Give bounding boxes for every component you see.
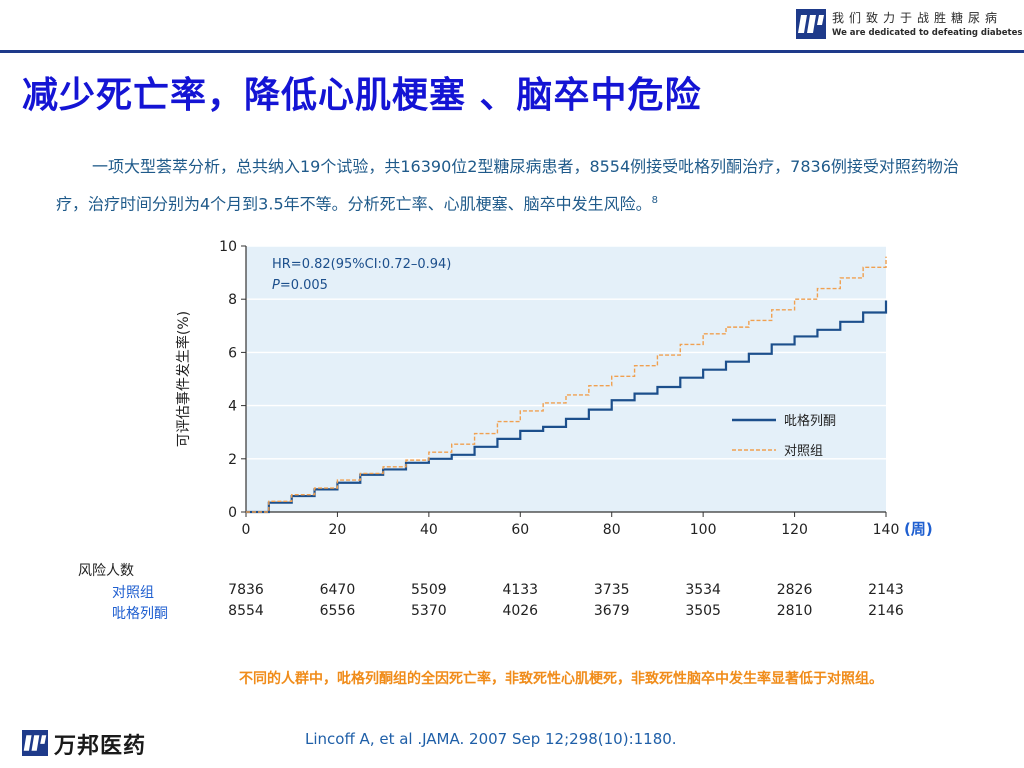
logo-slogan-cn: 我们致力于战胜糖尿病 [832, 11, 1003, 25]
plot-area [246, 246, 886, 512]
risk-cell: 2143 [868, 582, 904, 598]
risk-cell: 3534 [685, 582, 721, 598]
header-rule [0, 50, 1024, 53]
p-value-annotation: P=0.005 [272, 278, 328, 293]
company-logo-icon [22, 730, 48, 756]
legend-label: 吡格列酮 [784, 413, 836, 429]
risk-cell: 3505 [685, 603, 721, 619]
y-tick-label: 6 [228, 345, 237, 361]
x-tick-label: 120 [781, 522, 808, 538]
risk-cell: 5370 [411, 603, 447, 619]
intro-paragraph: 一项大型荟萃分析，总共纳入19个试验，共16390位2型糖尿病患者，8554例接… [56, 150, 986, 221]
x-tick-label: 80 [603, 522, 621, 538]
hr-annotation: HR=0.82(95%CI:0.72–0.94) [272, 257, 451, 272]
risk-cell: 7836 [228, 582, 264, 598]
x-axis-label: (周) [904, 520, 933, 538]
slide-title: 减少死亡率，降低心肌梗塞 、脑卒中危险 [22, 74, 702, 116]
conclusion-note: 不同的人群中，吡格列酮组的全因死亡率，非致死性心肌梗死，非致死性脑卒中发生率显著… [239, 671, 883, 687]
y-axis-label: 可评估事件发生率(%) [175, 311, 192, 447]
risk-row-label: 对照组 [112, 585, 154, 601]
legend-label: 对照组 [784, 444, 823, 459]
x-tick-label: 60 [511, 522, 529, 538]
x-tick-label: 0 [242, 522, 251, 538]
x-tick-label: 140 [873, 522, 900, 538]
risk-cell: 6470 [319, 582, 356, 598]
y-tick-label: 10 [219, 239, 237, 255]
risk-cell: 4133 [502, 582, 539, 598]
risk-cell: 3735 [593, 582, 630, 598]
footer-company-name: 万邦医药 [54, 734, 147, 759]
y-tick-label: 0 [228, 505, 237, 521]
risk-cell: 4026 [502, 603, 539, 619]
intro-reference: 8 [651, 195, 659, 206]
y-tick-label: 2 [228, 452, 237, 468]
risk-cell: 2146 [868, 603, 904, 619]
risk-row-label: 吡格列酮 [112, 606, 168, 622]
x-tick-label: 20 [329, 522, 347, 538]
x-tick-label: 40 [420, 522, 438, 538]
citation: Lincoff A, et al .JAMA. 2007 Sep 12;298(… [305, 730, 677, 748]
company-logo-icon [796, 9, 826, 39]
y-tick-label: 4 [228, 399, 237, 415]
risk-cell: 5509 [411, 582, 447, 598]
risk-table-title: 风险人数 [78, 563, 134, 579]
footer-logo: 万邦医药 [22, 728, 202, 759]
risk-cell: 8554 [228, 603, 264, 619]
y-tick-label: 8 [228, 292, 237, 308]
risk-cell: 3679 [593, 603, 630, 619]
x-tick-label: 100 [690, 522, 717, 538]
risk-cell: 6556 [319, 603, 356, 619]
logo-slogan-en: We are dedicated to defeating diabetes [832, 28, 1023, 38]
risk-cell: 2826 [776, 582, 813, 598]
header-logo: 我们致力于战胜糖尿病 We are dedicated to defeating… [796, 6, 1024, 46]
risk-table: 风险人数 对照组 7836 6470 5509 4133 3735 3534 2826 2143… [60, 558, 960, 628]
intro-text: 一项大型荟萃分析，总共纳入19个试验，共16390位2型糖尿病患者，8554例接… [56, 157, 959, 214]
risk-cell: 2810 [776, 603, 813, 619]
